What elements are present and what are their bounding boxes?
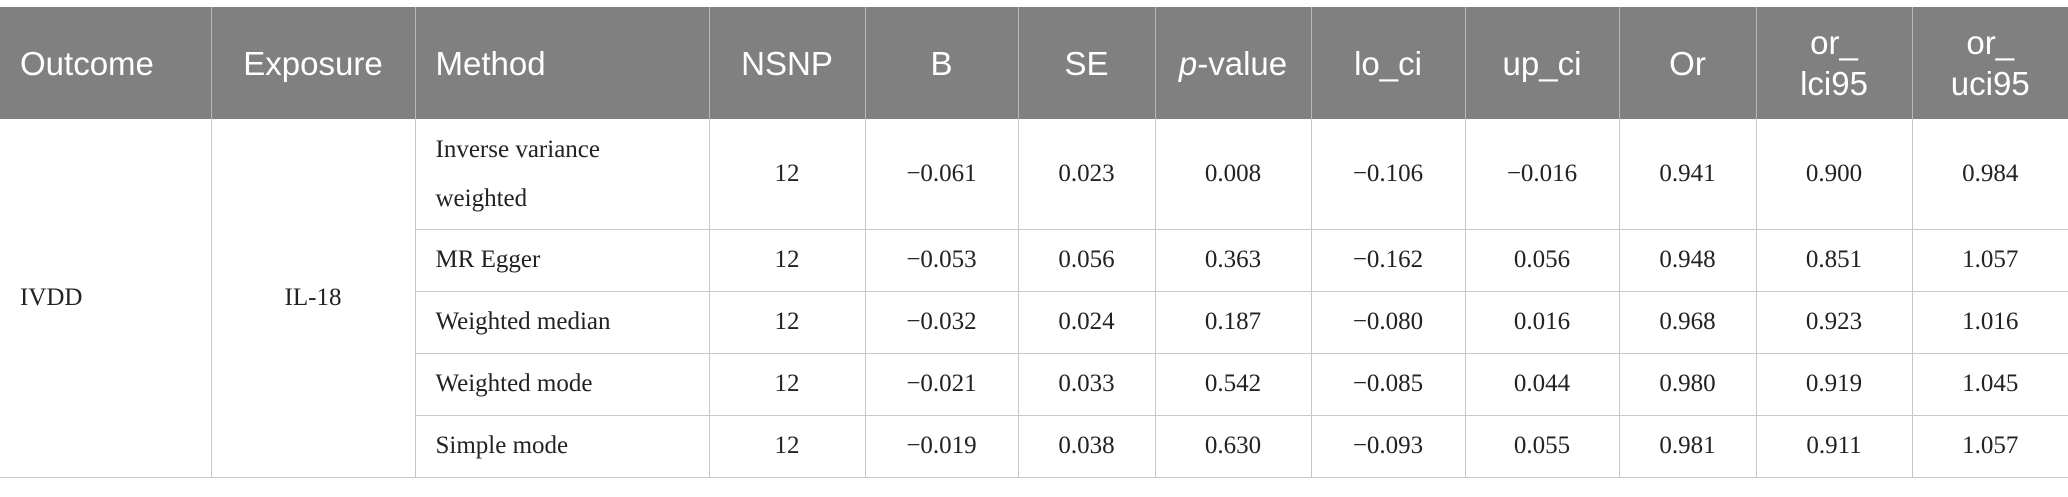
header-or: Or <box>1619 7 1757 119</box>
header-method: Method <box>415 7 710 119</box>
header-se: SE <box>1018 7 1156 119</box>
header-outcome: Outcome <box>0 7 212 119</box>
header-pvalue-italic: p <box>1178 44 1198 82</box>
cell-or-uci95: 1.057 <box>1912 415 2068 478</box>
table-row: IVDD IL-18 Inverse variance weighted 12 … <box>0 119 2068 478</box>
cell-nsnp: 12 <box>709 119 866 230</box>
cell-lo-ci: −0.080 <box>1311 291 1466 354</box>
cell-method: Inverse variance weighted <box>415 119 710 230</box>
cell-method: Simple mode <box>415 415 710 478</box>
cell-or: 0.968 <box>1619 291 1757 354</box>
header-or-uci95-line2: uci95 <box>1950 65 2030 102</box>
cell-se: 0.024 <box>1018 291 1156 354</box>
cell-up-ci: −0.016 <box>1465 119 1620 230</box>
mr-results-table: Outcome Exposure Method NSNP B SE p-valu… <box>0 7 2068 478</box>
cell-or: 0.948 <box>1619 229 1757 292</box>
cell-exposure: IL-18 <box>211 119 416 478</box>
cell-b: −0.019 <box>865 415 1019 478</box>
cell-b: −0.021 <box>865 353 1019 416</box>
cell-or: 0.941 <box>1619 119 1757 230</box>
header-b: B <box>865 7 1019 119</box>
cell-pvalue: 0.542 <box>1155 353 1312 416</box>
cell-or: 0.980 <box>1619 353 1757 416</box>
cell-or-lci95: 0.911 <box>1756 415 1913 478</box>
cell-or-uci95: 1.045 <box>1912 353 2068 416</box>
cell-lo-ci: −0.106 <box>1311 119 1466 230</box>
cell-pvalue: 0.187 <box>1155 291 1312 354</box>
cell-b: −0.032 <box>865 291 1019 354</box>
header-or-lci95-line2: lci95 <box>1800 65 1868 102</box>
table-row: MR Egger 12 −0.053 0.056 0.363 −0.162 0.… <box>0 229 2068 292</box>
cell-se: 0.056 <box>1018 229 1156 292</box>
header-pvalue: p-value <box>1155 7 1312 119</box>
table-row: Simple mode 12 −0.019 0.038 0.630 −0.093… <box>0 415 2068 478</box>
cell-or-lci95: 0.900 <box>1756 119 1913 230</box>
cell-or-lci95: 0.851 <box>1756 229 1913 292</box>
cell-nsnp: 12 <box>709 229 866 292</box>
cell-method: MR Egger <box>415 229 710 292</box>
cell-method: Weighted median <box>415 291 710 354</box>
results-table-container: Outcome Exposure Method NSNP B SE p-valu… <box>0 7 2068 478</box>
header-row: Outcome Exposure Method NSNP B SE p-valu… <box>0 7 2068 119</box>
cell-se: 0.038 <box>1018 415 1156 478</box>
cell-lo-ci: −0.162 <box>1311 229 1466 292</box>
cell-up-ci: 0.056 <box>1465 229 1620 292</box>
cell-or-lci95: 0.919 <box>1756 353 1913 416</box>
header-pvalue-rest: -value <box>1197 44 1288 82</box>
cell-se: 0.033 <box>1018 353 1156 416</box>
cell-pvalue: 0.008 <box>1155 119 1312 230</box>
header-lo-ci: lo_ci <box>1311 7 1466 119</box>
cell-or-uci95: 1.057 <box>1912 229 2068 292</box>
cell-or: 0.981 <box>1619 415 1757 478</box>
cell-b: −0.053 <box>865 229 1019 292</box>
cell-pvalue: 0.630 <box>1155 415 1312 478</box>
cell-se: 0.023 <box>1018 119 1156 230</box>
header-or-lci95: or_ lci95 <box>1756 7 1913 119</box>
header-up-ci: up_ci <box>1465 7 1620 119</box>
table-row: Weighted mode 12 −0.021 0.033 0.542 −0.0… <box>0 353 2068 416</box>
cell-nsnp: 12 <box>709 353 866 416</box>
cell-pvalue: 0.363 <box>1155 229 1312 292</box>
cell-nsnp: 12 <box>709 291 866 354</box>
table-row: Weighted median 12 −0.032 0.024 0.187 −0… <box>0 291 2068 354</box>
cell-lo-ci: −0.085 <box>1311 353 1466 416</box>
cell-or-uci95: 1.016 <box>1912 291 2068 354</box>
header-or-uci95-line1: or_ <box>1966 24 2015 61</box>
cell-or-lci95: 0.923 <box>1756 291 1913 354</box>
cell-up-ci: 0.016 <box>1465 291 1620 354</box>
header-exposure: Exposure <box>211 7 416 119</box>
cell-lo-ci: −0.093 <box>1311 415 1466 478</box>
cell-up-ci: 0.055 <box>1465 415 1620 478</box>
header-or-uci95: or_ uci95 <box>1912 7 2068 119</box>
cell-method: Weighted mode <box>415 353 710 416</box>
cell-up-ci: 0.044 <box>1465 353 1620 416</box>
header-or-lci95-line1: or_ <box>1810 24 1858 61</box>
cell-nsnp: 12 <box>709 415 866 478</box>
cell-outcome: IVDD <box>0 119 212 478</box>
header-nsnp: NSNP <box>709 7 866 119</box>
cell-or-uci95: 0.984 <box>1912 119 2068 230</box>
cell-b: −0.061 <box>865 119 1019 230</box>
